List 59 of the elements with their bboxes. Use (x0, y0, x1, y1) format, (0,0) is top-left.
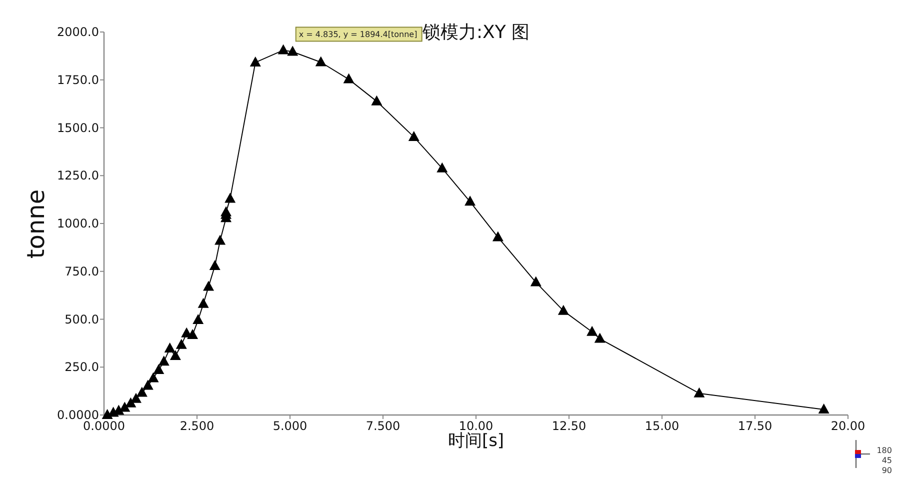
point (408, 130, 420, 141)
point (558, 304, 569, 315)
point (187, 328, 198, 339)
x-tick-label: 20.00 (830, 419, 866, 433)
y-axis-title: tonne (22, 189, 50, 259)
y-tick-label: 1000.0 (57, 216, 99, 230)
y-tick-label: 1250.0 (57, 168, 99, 183)
point (315, 56, 326, 66)
point (203, 280, 214, 291)
point (125, 397, 136, 408)
text: 180 (876, 446, 892, 455)
point (287, 46, 298, 56)
point (209, 260, 220, 270)
x-tick-label: 5.000 (272, 419, 308, 433)
point (530, 276, 542, 286)
x-tick-label: 15.00 (644, 419, 680, 433)
point (170, 350, 181, 360)
point (818, 403, 830, 414)
x-tick-label: 10.00 (458, 419, 494, 433)
point (148, 372, 159, 382)
point (278, 44, 289, 54)
point (198, 298, 209, 308)
y-tick-label: 250.0 (64, 360, 99, 374)
point (250, 56, 261, 66)
point (142, 380, 154, 390)
point (371, 95, 382, 106)
x-tick-label: 2.500 (180, 419, 214, 433)
point (164, 342, 176, 353)
x-axis-title: 时间[s] (448, 431, 504, 451)
point (119, 402, 130, 412)
y-tick-label: 1500.0 (57, 120, 99, 135)
point (220, 206, 232, 216)
y-tick-label: 750.0 (64, 264, 99, 278)
y-tick-label: 500.0 (64, 312, 99, 326)
y-tick-label: 1750.0 (57, 72, 99, 87)
x-tick-label: 0.0000 (83, 419, 125, 433)
x-tick-label: 12.50 (552, 419, 586, 433)
point (136, 386, 148, 397)
chart-title: 锁模力:XY 图 (421, 22, 530, 43)
point (153, 364, 164, 374)
point (586, 326, 598, 336)
point (694, 387, 705, 398)
point (436, 162, 448, 172)
point (158, 356, 170, 366)
x-tick-label: 17.50 (738, 419, 772, 433)
point (594, 332, 606, 343)
point (224, 192, 236, 203)
point (492, 231, 504, 242)
point (176, 338, 187, 349)
text: 45 (882, 456, 892, 465)
y-tick-label: 2000.0 (57, 25, 99, 39)
point (192, 314, 204, 324)
annotation: x = 4.835, y = 1894.4[tonne] (298, 30, 418, 40)
point (214, 234, 226, 245)
text: 90 (882, 466, 892, 475)
point (464, 196, 476, 206)
y-tick-label: 0.0000 (57, 408, 99, 422)
point (343, 73, 354, 84)
x-tick-label: 7.500 (366, 419, 400, 433)
